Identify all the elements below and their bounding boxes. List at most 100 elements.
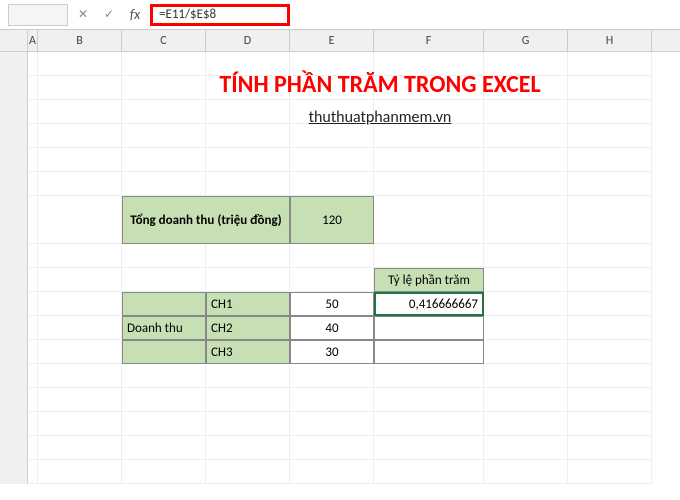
cell[interactable]	[290, 460, 374, 484]
cell[interactable]	[374, 244, 484, 268]
cell[interactable]	[484, 268, 568, 292]
cell[interactable]	[122, 268, 206, 292]
cell[interactable]	[38, 316, 122, 340]
cell[interactable]	[206, 388, 290, 412]
cell[interactable]	[206, 148, 290, 172]
row-header[interactable]	[0, 76, 28, 100]
select-all-corner[interactable]	[0, 30, 28, 51]
cell[interactable]	[206, 460, 290, 484]
cancel-icon[interactable]: ✕	[72, 4, 94, 26]
revenue-label-top[interactable]	[122, 292, 206, 316]
cell[interactable]	[206, 52, 290, 76]
cell[interactable]	[122, 76, 206, 100]
row-header[interactable]	[0, 292, 28, 316]
cell[interactable]	[374, 460, 484, 484]
row-header[interactable]	[0, 172, 28, 196]
row-header[interactable]	[0, 436, 28, 460]
ch3-label[interactable]: CH3	[206, 340, 290, 364]
col-header-B[interactable]: B	[38, 30, 122, 51]
ch2-ratio[interactable]	[374, 316, 484, 340]
cell[interactable]	[374, 76, 484, 100]
cell[interactable]	[38, 76, 122, 100]
cell[interactable]	[28, 340, 38, 364]
cell[interactable]	[568, 124, 652, 148]
cell[interactable]	[484, 340, 568, 364]
cell[interactable]	[290, 100, 374, 124]
col-header-F[interactable]: F	[374, 30, 484, 51]
cell[interactable]	[290, 148, 374, 172]
cell[interactable]	[484, 244, 568, 268]
cell[interactable]	[28, 268, 38, 292]
cell[interactable]	[290, 244, 374, 268]
cell[interactable]	[374, 148, 484, 172]
total-label-cell[interactable]: Tổng doanh thu (triệu đồng)	[122, 196, 290, 244]
cell[interactable]	[206, 244, 290, 268]
cell[interactable]	[568, 412, 652, 436]
cell[interactable]	[28, 364, 38, 388]
cell[interactable]	[484, 292, 568, 316]
row-header[interactable]	[0, 412, 28, 436]
cell[interactable]	[374, 364, 484, 388]
cell[interactable]	[484, 412, 568, 436]
cell[interactable]	[122, 364, 206, 388]
cell[interactable]	[568, 148, 652, 172]
cell[interactable]	[568, 316, 652, 340]
cell[interactable]	[568, 172, 652, 196]
cell[interactable]	[374, 412, 484, 436]
cell[interactable]	[122, 100, 206, 124]
cell[interactable]	[38, 364, 122, 388]
cell[interactable]	[38, 388, 122, 412]
cell[interactable]	[38, 148, 122, 172]
ch2-label[interactable]: CH2	[206, 316, 290, 340]
cell[interactable]	[568, 340, 652, 364]
ch1-value[interactable]: 50	[290, 292, 374, 316]
cell[interactable]	[122, 388, 206, 412]
cell[interactable]	[206, 100, 290, 124]
cell[interactable]	[374, 52, 484, 76]
cell[interactable]	[206, 124, 290, 148]
cell[interactable]	[28, 244, 38, 268]
cell[interactable]	[28, 196, 38, 244]
cell[interactable]	[38, 460, 122, 484]
row-header[interactable]	[0, 364, 28, 388]
cell[interactable]	[290, 364, 374, 388]
cell[interactable]	[290, 388, 374, 412]
cell[interactable]	[568, 292, 652, 316]
cell[interactable]	[38, 340, 122, 364]
sheet-area[interactable]: TÍNH PHẦN TRĂM TRONG EXCEL thuthuatphanm…	[0, 52, 680, 484]
cell[interactable]	[122, 460, 206, 484]
cell[interactable]	[484, 148, 568, 172]
cell[interactable]	[38, 172, 122, 196]
row-header[interactable]	[0, 124, 28, 148]
cell[interactable]	[484, 436, 568, 460]
cell[interactable]	[290, 172, 374, 196]
cell[interactable]	[28, 292, 38, 316]
cell[interactable]	[28, 460, 38, 484]
cell[interactable]	[568, 52, 652, 76]
cell[interactable]	[28, 100, 38, 124]
cell[interactable]	[28, 388, 38, 412]
cell[interactable]	[38, 292, 122, 316]
cell[interactable]	[122, 244, 206, 268]
col-header-H[interactable]: H	[568, 30, 652, 51]
cell[interactable]	[568, 244, 652, 268]
selected-cell[interactable]: 0,416666667	[374, 292, 484, 316]
col-header-E[interactable]: E	[290, 30, 374, 51]
cell[interactable]	[122, 412, 206, 436]
cell[interactable]	[374, 388, 484, 412]
cell[interactable]	[484, 460, 568, 484]
cell[interactable]	[38, 244, 122, 268]
ratio-header-cell[interactable]: Tỷ lệ phần trăm	[374, 268, 484, 292]
revenue-label-bottom[interactable]	[122, 340, 206, 364]
cell[interactable]	[206, 436, 290, 460]
cell[interactable]	[206, 412, 290, 436]
cell[interactable]	[484, 76, 568, 100]
col-header-A[interactable]: A	[28, 30, 38, 51]
cell[interactable]	[28, 124, 38, 148]
cell[interactable]	[38, 436, 122, 460]
row-header[interactable]	[0, 100, 28, 124]
cell[interactable]	[28, 52, 38, 76]
cell[interactable]	[28, 436, 38, 460]
ch2-value[interactable]: 40	[290, 316, 374, 340]
formula-input[interactable]: =E11/$E$8	[150, 4, 290, 26]
